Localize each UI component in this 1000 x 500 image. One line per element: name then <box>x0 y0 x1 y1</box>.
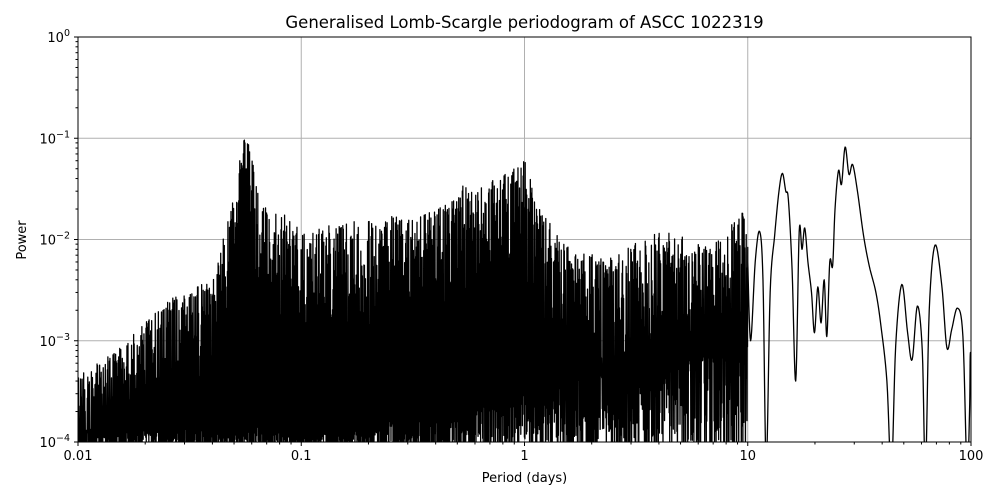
y-tick-label: 10−2 <box>39 231 70 249</box>
x-axis: 0.01 0.1 1 10 100 <box>64 442 984 464</box>
periodogram-line <box>78 139 971 442</box>
x-tick-label: 100 <box>959 449 984 464</box>
x-tick-label: 1 <box>520 449 528 464</box>
x-tick-label: 0.01 <box>64 449 93 464</box>
chart-title: Generalised Lomb-Scargle periodogram of … <box>285 13 763 32</box>
y-tick-label: 10−1 <box>39 129 70 147</box>
y-tick-label: 10−3 <box>39 332 70 350</box>
x-tick-label: 10 <box>739 449 756 464</box>
y-tick-label: 10−4 <box>39 433 70 451</box>
y-tick-label: 100 <box>47 28 70 46</box>
x-tick-label: 0.1 <box>291 449 312 464</box>
y-axis: 10−4 10−3 10−2 10−1 100 <box>39 28 78 451</box>
x-axis-label: Period (days) <box>482 471 568 486</box>
y-axis-label: Power <box>15 220 30 260</box>
